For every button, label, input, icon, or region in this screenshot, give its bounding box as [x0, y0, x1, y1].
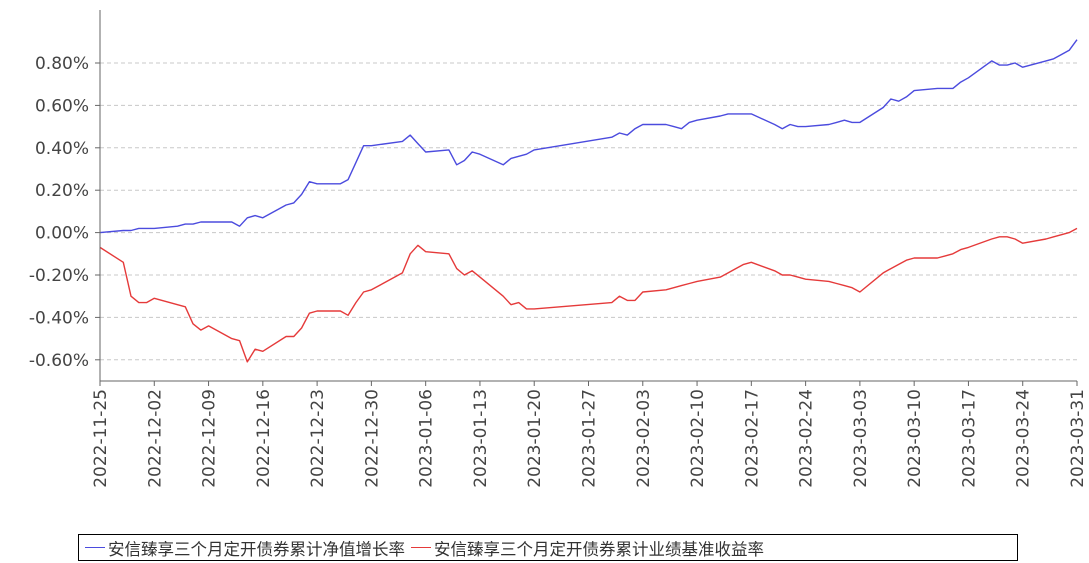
legend: 安信臻享三个月定开债券累计净值增长率 安信臻享三个月定开债券累计业绩基准收益率 — [78, 534, 1018, 561]
series-line-2 — [99, 227, 1078, 363]
legend-item-series-2: 安信臻享三个月定开债券累计业绩基准收益率 — [411, 536, 764, 560]
x-tick-label: 2023-03-17 — [959, 389, 979, 488]
x-tick-label: 2023-03-03 — [851, 389, 871, 488]
legend-item-series-1: 安信臻享三个月定开债券累计净值增长率 — [85, 536, 405, 560]
x-tick-label: 2022-11-25 — [91, 389, 111, 488]
series-lines — [99, 39, 1078, 363]
y-tick-label: -0.20% — [29, 266, 89, 286]
y-tick-label: 0.20% — [35, 181, 89, 201]
x-tick-labels: 2022-11-25 2022-12-02 2022-12-09 2022-12-16… — [91, 389, 1088, 488]
x-tick-label: 2023-02-24 — [797, 389, 817, 488]
y-tick-label: 0.40% — [35, 139, 89, 159]
y-tick-labels: 0.80% 0.60% 0.40% 0.20% 0.00% -0.20% -0.40% -0.… — [29, 54, 89, 371]
x-tick-label: 2023-01-27 — [580, 389, 600, 488]
x-tick-label: 2022-12-30 — [362, 389, 382, 488]
legend-swatch-series-1 — [85, 547, 105, 548]
x-tick-label: 2023-02-03 — [634, 389, 654, 488]
series-line-1 — [99, 39, 1078, 234]
x-tick-label: 2023-02-10 — [688, 389, 708, 488]
x-tick-label: 2023-01-20 — [525, 389, 545, 488]
x-tick-label: 2023-03-24 — [1014, 389, 1034, 488]
x-tick-label: 2022-12-16 — [254, 389, 274, 488]
y-tick-label: 0.80% — [35, 54, 89, 74]
x-tick-label: 2023-01-06 — [417, 389, 437, 488]
x-tick-label: 2023-01-13 — [471, 389, 491, 488]
x-tick-label: 2023-02-17 — [742, 389, 762, 488]
x-tick-label: 2022-12-09 — [200, 389, 220, 488]
y-tick-label: -0.60% — [29, 351, 89, 371]
legend-label-series-2: 安信臻享三个月定开债券累计业绩基准收益率 — [434, 539, 764, 559]
legend-swatch-series-2 — [411, 547, 431, 548]
x-tick-label: 2023-03-31 — [1068, 389, 1088, 488]
x-tick-label: 2022-12-23 — [308, 389, 328, 488]
grid-lines — [100, 62, 1077, 361]
x-tick-label: 2023-03-10 — [905, 389, 925, 488]
y-tick-label: 0.00% — [35, 224, 89, 244]
y-tick-label: -0.40% — [29, 308, 89, 328]
axes — [95, 10, 1078, 386]
legend-label-series-1: 安信臻享三个月定开债券累计净值增长率 — [108, 539, 405, 559]
x-tick-label: 2022-12-02 — [145, 389, 165, 488]
y-tick-label: 0.60% — [35, 96, 89, 116]
